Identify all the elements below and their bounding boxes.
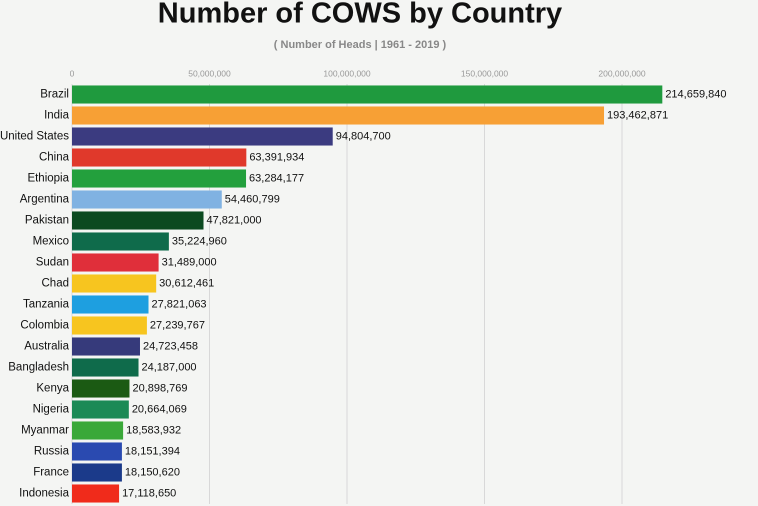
bar [72,148,247,167]
category-label: Chad [42,278,70,290]
bar [72,190,222,209]
value-label: 17,118,650 [122,487,176,499]
category-label: Myanmar [21,425,69,437]
bar [72,274,157,293]
bar [72,463,122,482]
bar [72,484,120,503]
category-label: Ethiopia [27,173,69,185]
bar [72,316,147,335]
x-tick-label: 150,000,000 [461,68,509,78]
value-label: 24,187,000 [142,361,197,373]
bar [72,232,169,251]
value-label: 54,460,799 [225,193,280,205]
value-label: 214,659,840 [665,88,726,100]
bar [72,421,124,440]
category-label: Brazil [40,89,69,101]
bar [72,211,204,230]
category-label: Indonesia [19,488,69,500]
bar [72,169,247,188]
category-label: Sudan [36,257,69,269]
value-label: 193,462,871 [607,109,668,121]
category-label: Pakistan [25,215,69,227]
bar [72,295,149,314]
value-label: 20,664,069 [132,403,187,415]
value-label: 18,151,394 [125,445,180,457]
x-tick-label: 0 [70,68,75,78]
value-label: 94,804,700 [336,130,391,142]
category-label: United States [0,131,69,143]
category-label: China [39,152,70,164]
category-label: Tanzania [23,299,70,311]
value-label: 35,224,960 [172,235,227,247]
value-label: 63,284,177 [249,172,304,184]
category-label: Mexico [33,236,69,248]
category-label: India [44,110,70,122]
category-label: Kenya [36,383,69,395]
bar [72,400,129,419]
category-label: France [33,467,69,479]
chart-subtitle: ( Number of Heads | 1961 - 2019 ) [274,39,447,51]
value-label: 27,239,767 [150,319,205,331]
bar [72,127,333,146]
value-label: 63,391,934 [249,151,304,163]
value-label: 18,583,932 [126,424,181,436]
category-label: Nigeria [33,404,70,416]
category-label: Colombia [20,320,69,332]
x-tick-label: 50,000,000 [188,68,231,78]
bar [72,358,139,377]
bar [72,337,140,356]
chart-title: Number of COWS by Country [158,0,562,30]
bar [72,106,605,125]
x-tick-label: 100,000,000 [323,68,371,78]
x-tick-label: 200,000,000 [598,68,646,78]
category-label: Bangladesh [8,362,69,374]
value-label: 24,723,458 [143,340,198,352]
bar [72,442,122,461]
value-label: 18,150,620 [125,466,180,478]
value-label: 27,821,063 [152,298,207,310]
bar [72,253,159,272]
value-label: 20,898,769 [132,382,187,394]
value-label: 30,612,461 [159,277,214,289]
category-label: Argentina [20,194,70,206]
value-label: 47,821,000 [207,214,262,226]
category-label: Australia [24,341,69,353]
value-label: 31,489,000 [162,256,217,268]
bar [72,379,130,398]
bar [72,85,663,104]
category-label: Russia [34,446,70,458]
